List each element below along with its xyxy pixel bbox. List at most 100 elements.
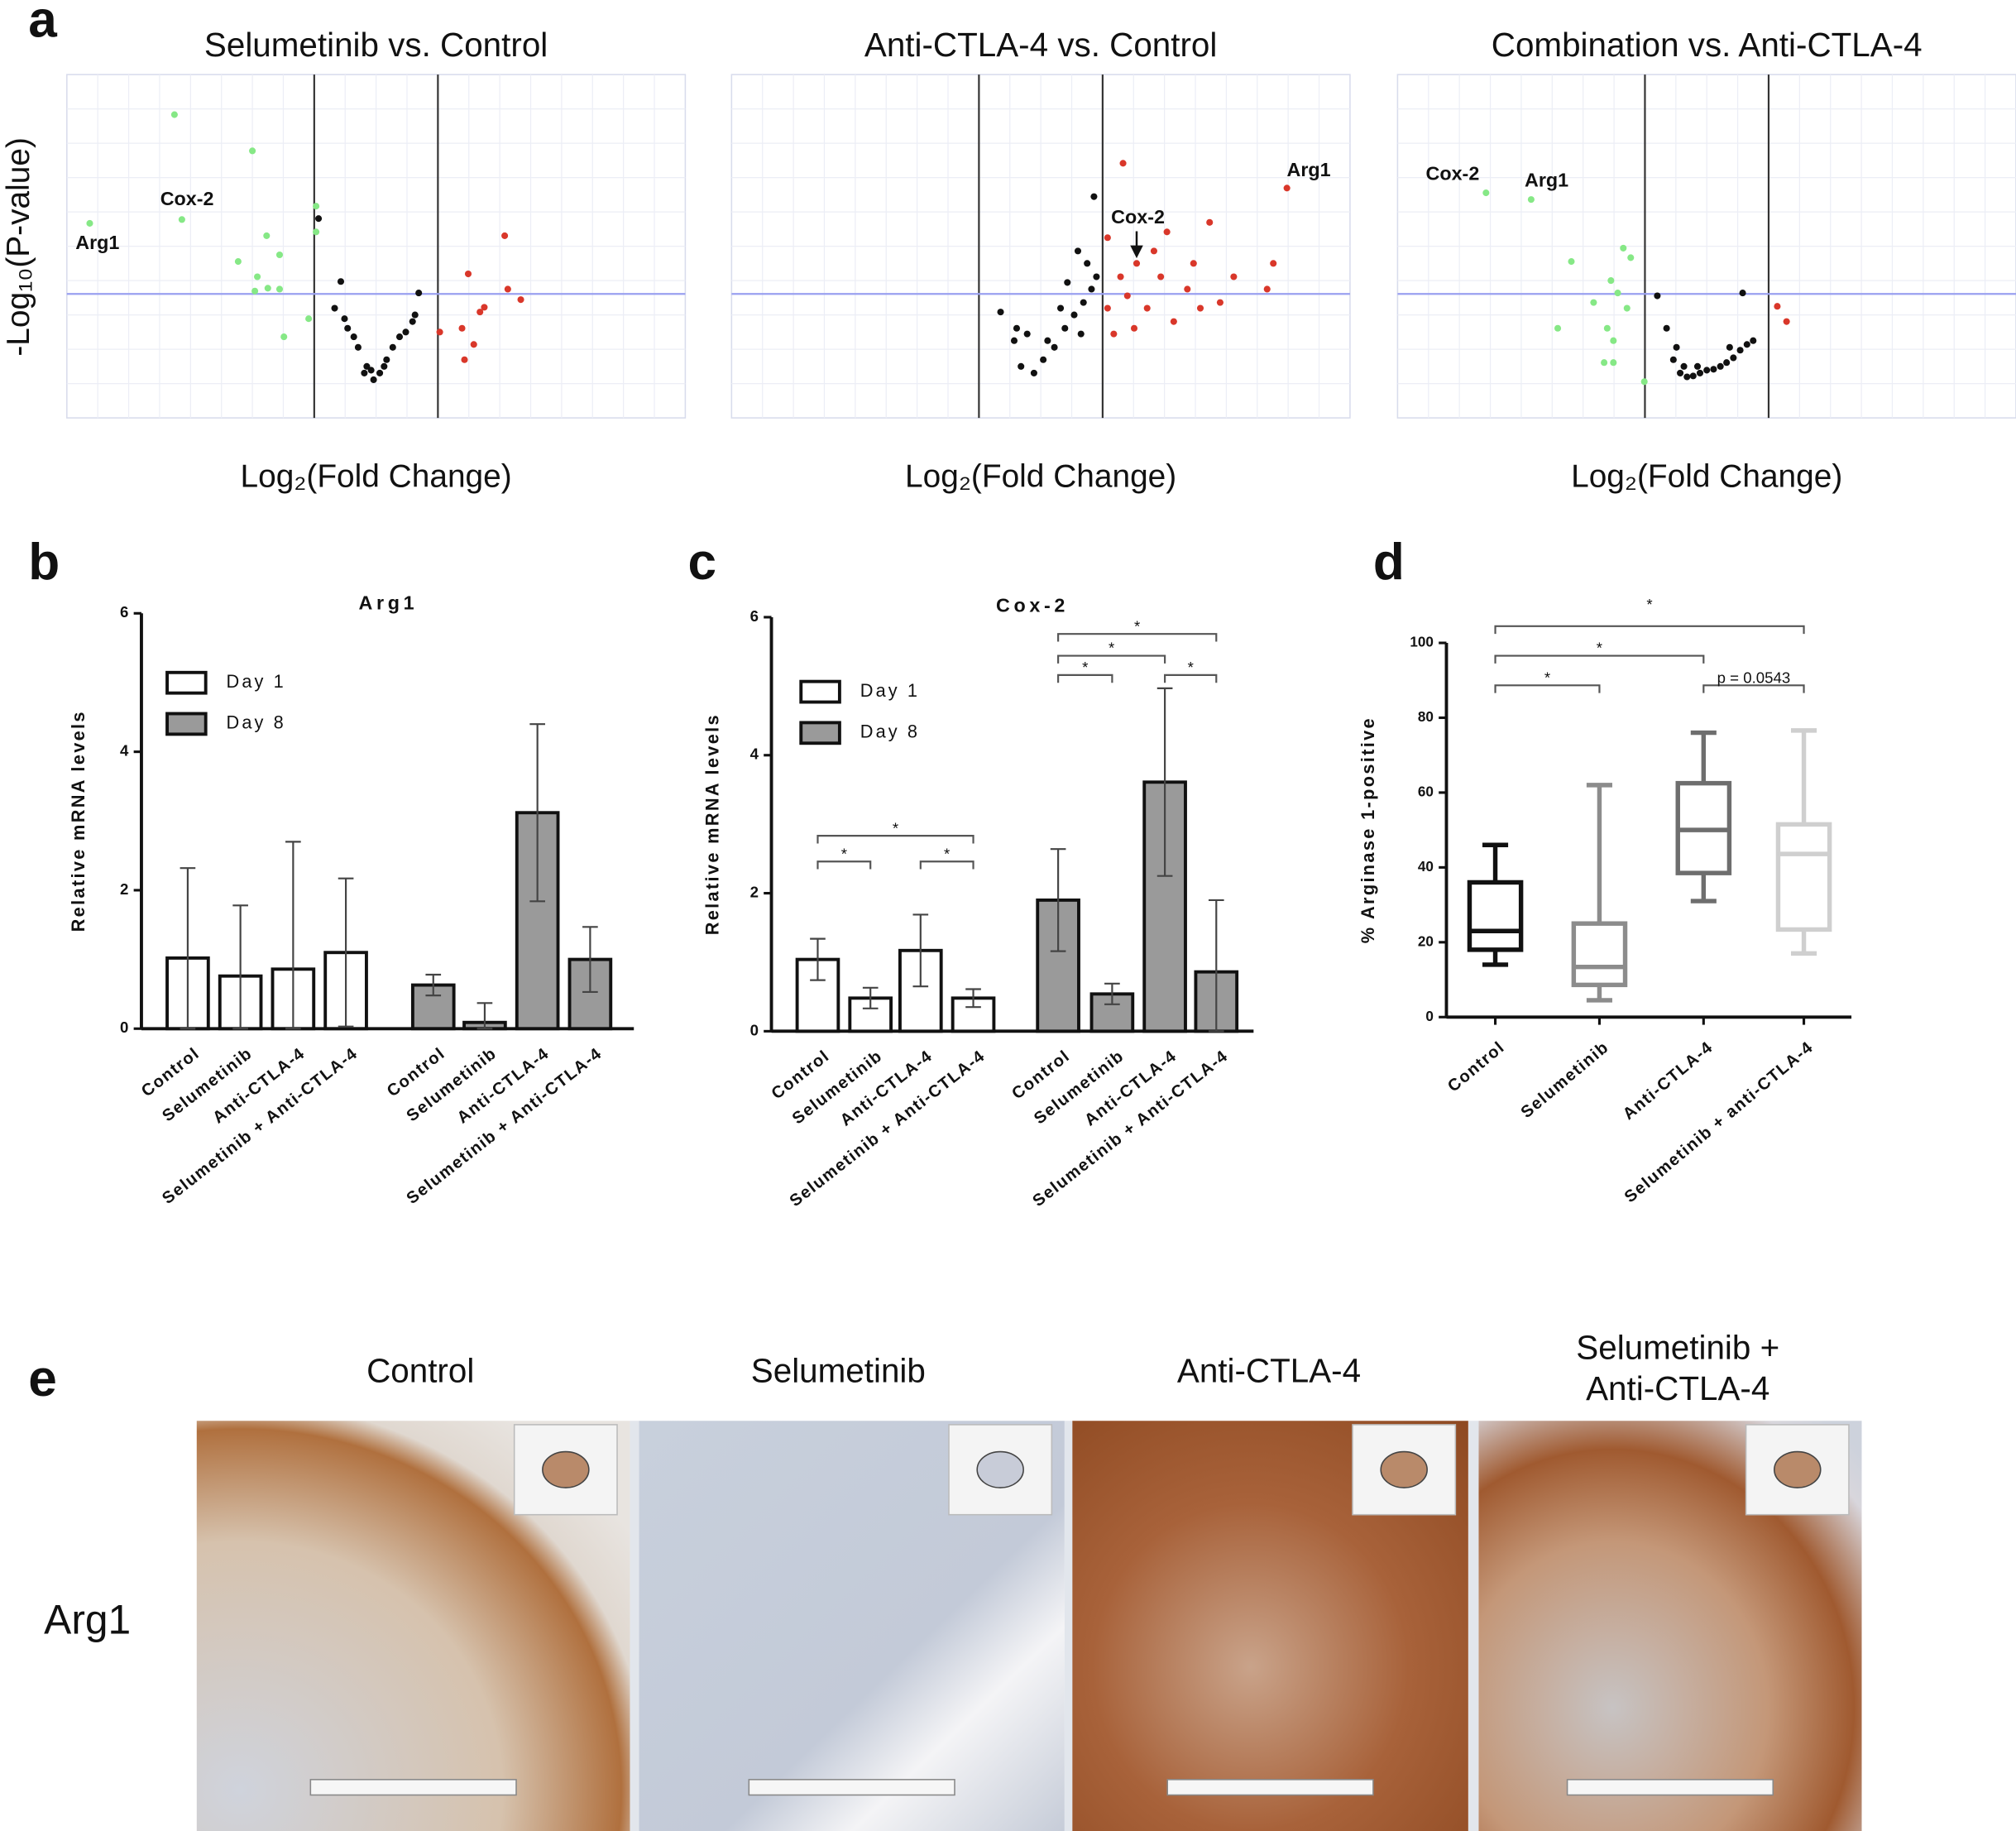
point	[481, 304, 488, 311]
point	[409, 318, 416, 325]
annotation: Cox-2	[160, 188, 214, 209]
y-axis-label: -Log₁₀(P-value)	[1, 137, 36, 357]
point	[1610, 359, 1617, 367]
legend-swatch	[165, 712, 208, 736]
x-axis-label: Log₂(Fold Change)	[241, 458, 512, 494]
legend-label: Day 1	[227, 671, 286, 692]
point	[1190, 260, 1197, 267]
divider	[1468, 1421, 1479, 1831]
point	[370, 376, 377, 384]
error-bar	[1208, 899, 1224, 1033]
point	[1677, 369, 1684, 376]
box	[1467, 880, 1524, 952]
whisker-high	[1690, 730, 1717, 784]
point	[341, 315, 348, 323]
y-tick-label: 0	[750, 1021, 759, 1038]
annotation: Arg1	[75, 232, 119, 253]
inset-tissue	[976, 1450, 1024, 1488]
y-tick-label: 0	[120, 1019, 128, 1036]
point	[1739, 290, 1746, 297]
legend-swatch	[799, 679, 841, 704]
error-bar	[232, 904, 248, 1030]
point	[1601, 359, 1608, 367]
point	[517, 296, 524, 304]
point	[1130, 324, 1138, 332]
error-bar	[965, 988, 981, 1009]
significance-label: *	[1109, 640, 1114, 657]
point	[402, 328, 409, 336]
point	[1590, 299, 1597, 306]
point	[464, 270, 472, 278]
error-bar	[810, 937, 826, 981]
point	[1270, 260, 1277, 267]
legend-swatch	[165, 670, 208, 695]
arrow-head	[1130, 245, 1143, 259]
chart-title: Combination vs. Anti-CTLA-4	[1492, 26, 1923, 64]
point	[1703, 367, 1711, 374]
point	[1710, 366, 1717, 373]
point	[1184, 285, 1191, 293]
divider	[630, 1421, 639, 1831]
point	[313, 203, 320, 210]
point	[1044, 337, 1051, 344]
point	[1774, 303, 1781, 310]
point	[470, 341, 477, 348]
image-title: Anti-CTLA-4	[1177, 1351, 1361, 1389]
point	[1170, 318, 1177, 325]
image-title: Selumetinib +	[1576, 1328, 1779, 1366]
point	[249, 147, 256, 155]
image-title: Selumetinib	[751, 1351, 926, 1389]
point	[337, 278, 345, 285]
y-axis-label: Relative mRNA levels	[702, 713, 722, 935]
point	[1654, 292, 1661, 300]
point	[280, 333, 288, 341]
point	[1623, 304, 1631, 312]
error-bar	[1104, 982, 1120, 1005]
legend-label: Day 8	[860, 721, 920, 742]
point	[389, 343, 396, 351]
point	[501, 232, 509, 239]
scale-bar	[1166, 1779, 1374, 1796]
whisker-high	[1482, 842, 1509, 883]
point	[1743, 341, 1750, 348]
point	[178, 216, 185, 223]
panel-letter: e	[28, 1350, 57, 1407]
point	[367, 367, 375, 374]
significance-bracket	[1494, 654, 1705, 664]
point	[1283, 185, 1291, 192]
row-label: Arg1	[44, 1596, 131, 1642]
significance-bracket	[1494, 625, 1805, 635]
point	[361, 369, 368, 376]
significance-bracket	[1494, 684, 1601, 693]
y-tick-label: 100	[1410, 635, 1434, 650]
point	[254, 273, 261, 280]
error-bar	[338, 877, 354, 1028]
point	[1010, 337, 1018, 344]
significance-bracket	[1164, 673, 1218, 683]
whisker-high	[1791, 728, 1817, 825]
error-bar	[862, 986, 879, 1009]
y-tick-label: 2	[750, 883, 759, 900]
significance-label: p = 0.0543	[1717, 669, 1791, 686]
point	[1750, 337, 1757, 344]
significance-label: *	[1597, 640, 1602, 657]
significance-label: *	[1646, 596, 1652, 613]
point	[1726, 343, 1733, 351]
whisker-high	[1586, 783, 1612, 924]
image-title: Control	[366, 1351, 474, 1389]
significance-label: *	[1544, 669, 1550, 686]
inset-tissue	[1380, 1450, 1428, 1488]
point	[411, 311, 419, 319]
point	[461, 356, 468, 363]
point	[1717, 362, 1724, 370]
error-bar	[1156, 687, 1173, 877]
significance-bracket	[919, 860, 974, 870]
point	[1206, 218, 1214, 226]
error-bar	[425, 973, 442, 997]
point	[1061, 324, 1069, 332]
error-bar	[912, 913, 929, 988]
error-bar	[529, 723, 545, 903]
point	[1150, 247, 1157, 255]
point	[1104, 234, 1111, 242]
inset	[1352, 1424, 1457, 1516]
